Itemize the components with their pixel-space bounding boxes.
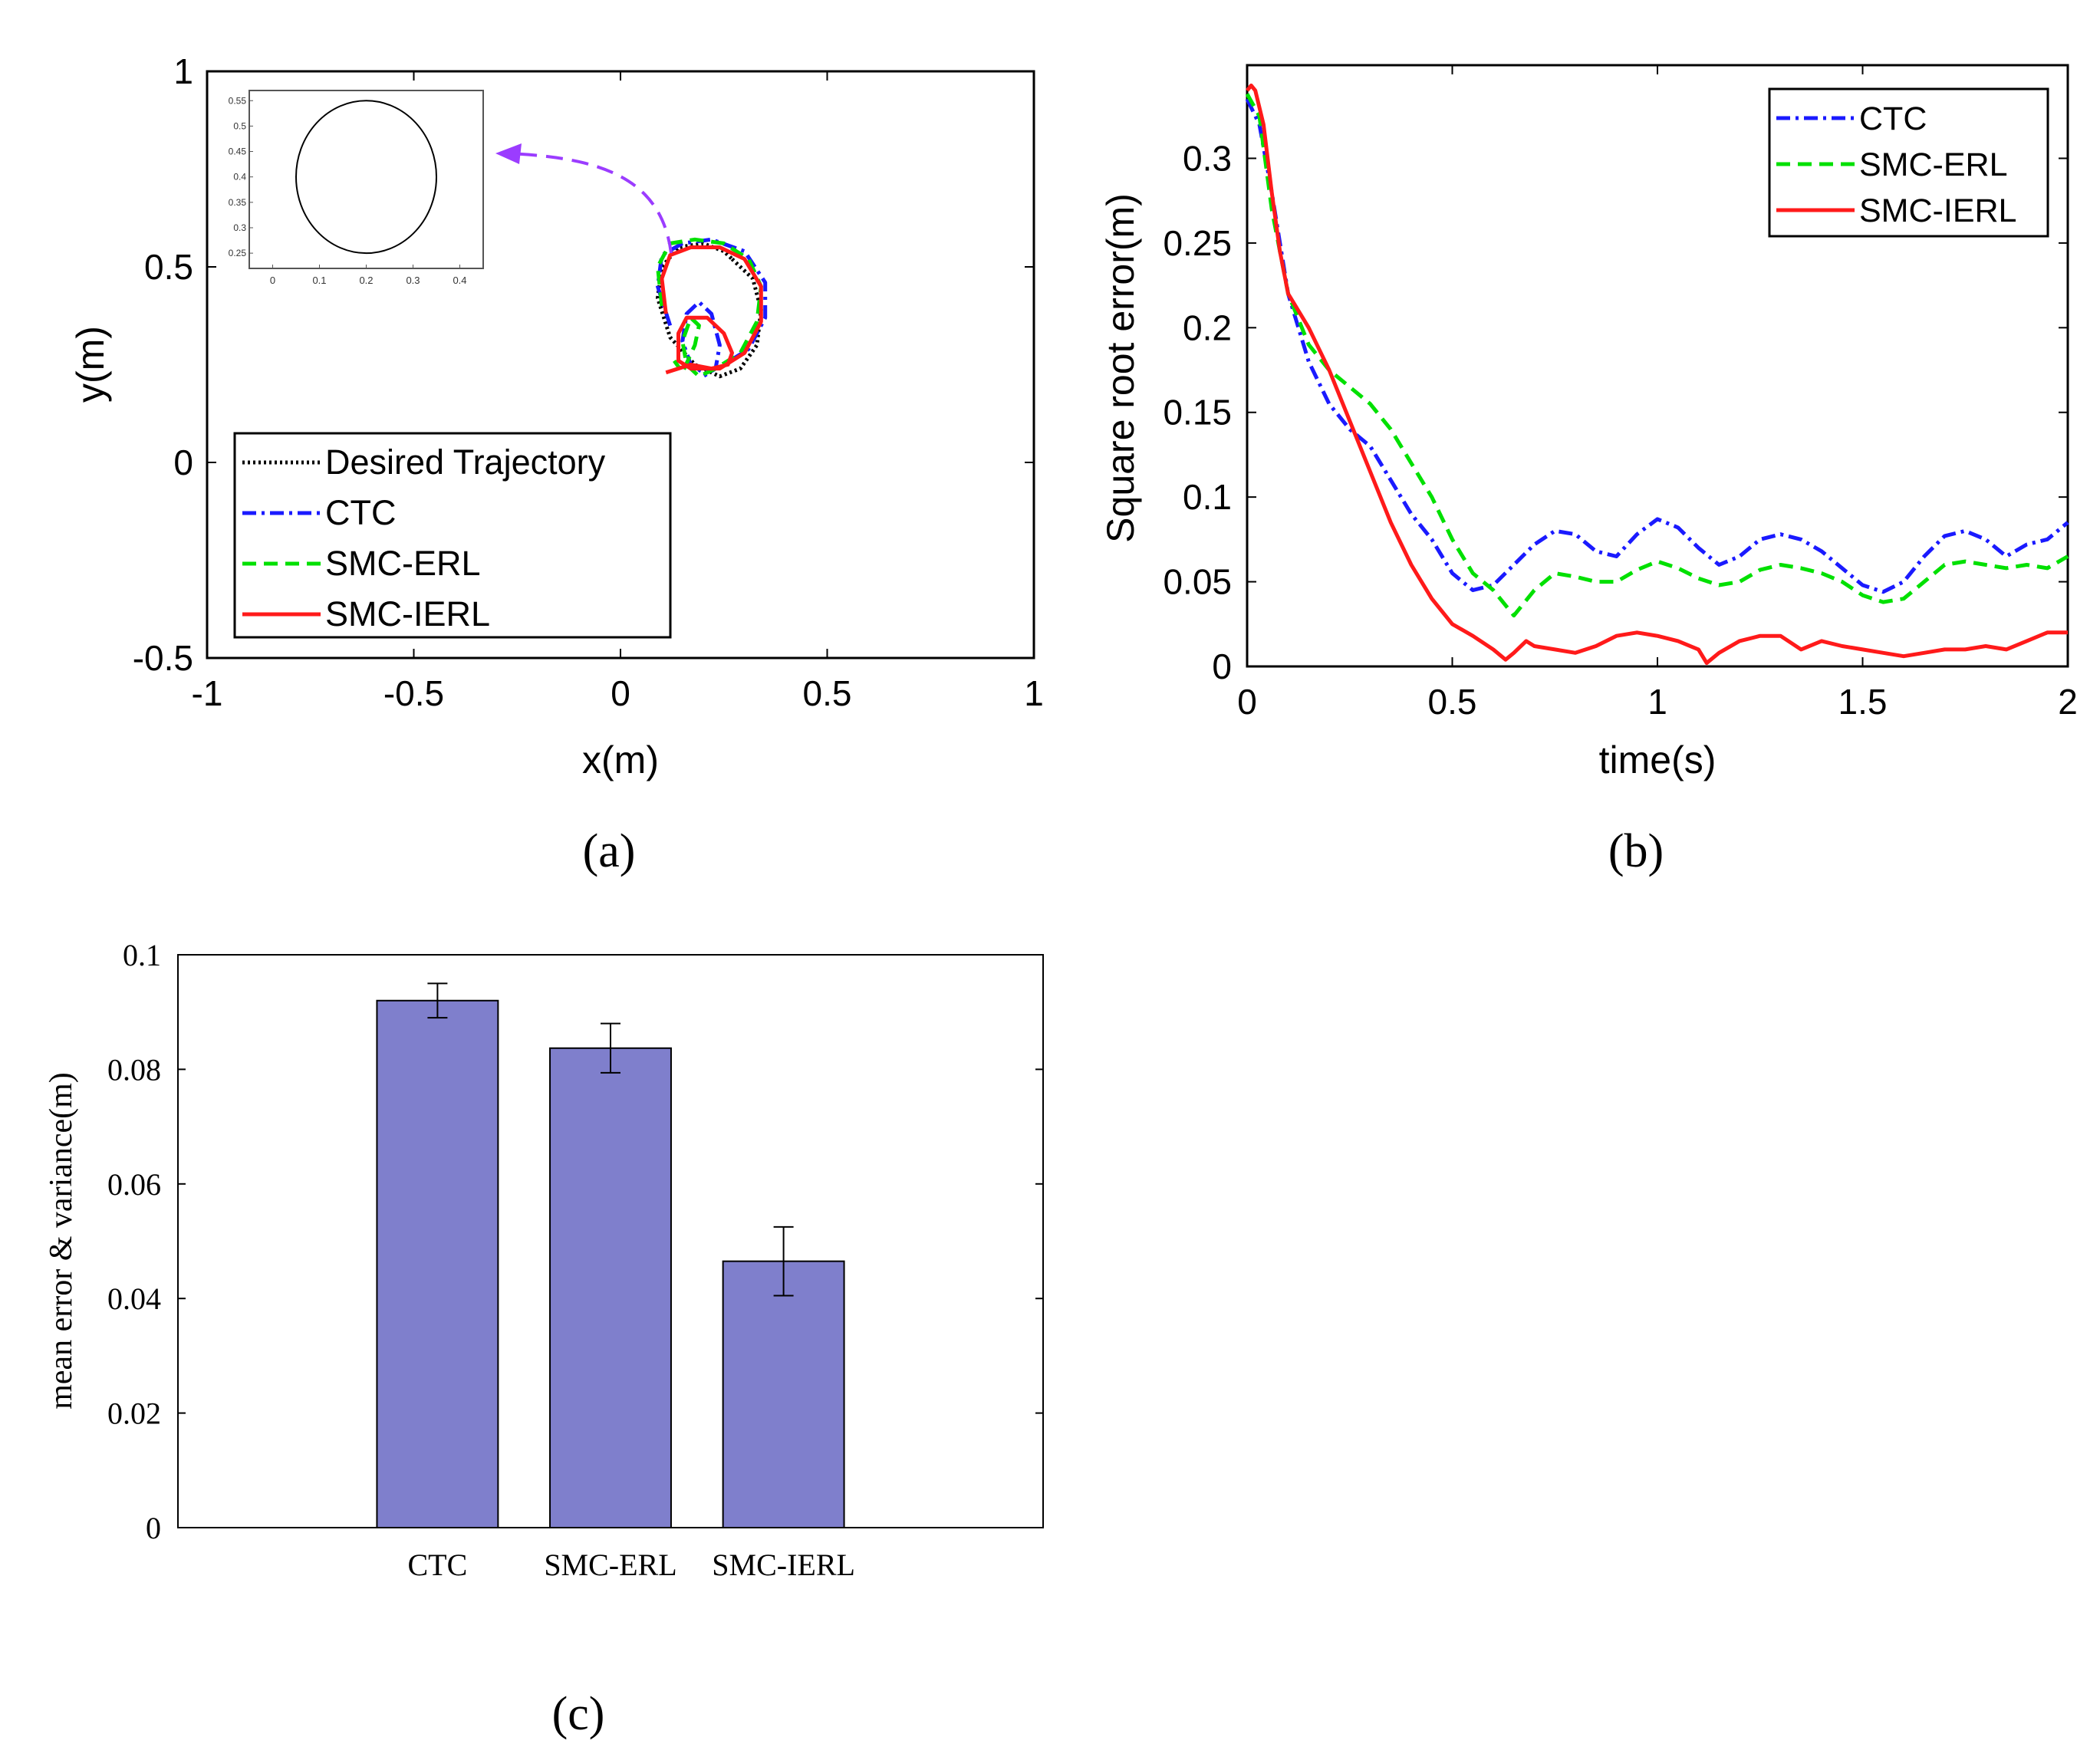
caption-b: (b) (1608, 825, 1664, 877)
plot-b-xtick-label: 1.5 (1838, 682, 1888, 722)
plot-a-ytick-label: 0 (173, 442, 193, 482)
zoom-arrow-head-icon (495, 143, 522, 164)
bar-smc-ierl (722, 1260, 845, 1529)
panel-c-bar: 0 0.02 0.04 0.06 0.08 0.1 CTC SMC-ERL SMC-IERL m… (44, 938, 1044, 1740)
plot-b-ticks: 0 0.5 1 1.5 2 0 0.05 0.1 0.15 0.2 0.25 0.3 (1163, 65, 2078, 722)
inset-ytick-label: 0.3 (233, 222, 246, 233)
bar-smc-erl (549, 1047, 672, 1528)
plot-a-ytick-label: 1 (173, 51, 193, 91)
caption-a: (a) (583, 825, 636, 877)
legend-a-label-desired: Desired Trajectory (325, 442, 606, 482)
plot-a-ylabel: y(m) (69, 326, 112, 403)
plot-b-xtick-label: 1 (1647, 682, 1667, 722)
plot-c-ytick-label: 0.02 (107, 1396, 161, 1431)
legend-b-label-smc-ierl: SMC-IERL (1859, 192, 2016, 229)
plot-b-xlabel: time(s) (1599, 739, 1717, 781)
inset-ytick-label: 0.4 (233, 172, 246, 183)
plot-c-ticks: 0 0.02 0.04 0.06 0.08 0.1 CTC SMC-ERL SMC-IERL (107, 938, 1043, 1582)
inset-xtick-label: 0 (270, 275, 275, 286)
plot-a-ytick-label: 0.5 (144, 247, 193, 287)
bar-ctc (376, 999, 499, 1528)
plot-a-ytick-label: -0.5 (133, 638, 193, 678)
plot-c-ytick-label: 0.06 (107, 1167, 161, 1202)
plot-b-ylabel: Square root error(m) (1099, 193, 1142, 543)
plot-a-ticks: -1 -0.5 0 0.5 1-0.500.51 (133, 51, 1044, 713)
plot-b-xtick-label: 0 (1237, 682, 1257, 722)
inset-frame (249, 90, 484, 269)
plot-c-ytick-label: 0.08 (107, 1052, 161, 1087)
legend-a-label-smc-erl: SMC-ERL (325, 544, 481, 583)
inset-ytick-label: 0.55 (229, 95, 247, 106)
inset-ytick-label: 0.45 (229, 146, 247, 157)
plot-a-xtick-label: 0 (611, 673, 630, 713)
plot-a-xtick-label: 1 (1024, 673, 1044, 713)
plot-c-ylabel: mean error & variance(m) (44, 1072, 79, 1410)
plot-c-category-label: CTC (408, 1548, 468, 1582)
legend-b: CTC SMC-ERL SMC-IERL (1768, 87, 2049, 238)
plot-c-ytick-label: 0.1 (123, 938, 161, 972)
plot-a-series (656, 237, 768, 379)
plot-b-xtick-label: 0.5 (1428, 682, 1477, 722)
inset-xtick-label: 0.3 (406, 275, 420, 286)
inset-ticks: 0 0.1 0.2 0.3 0.4 0.25 0.3 0.35 0.4 0.45 0.5 0.55 (229, 95, 467, 286)
plot-b-ytick-label: 0.15 (1163, 393, 1232, 433)
plot-a-xtick-label: -0.5 (383, 673, 444, 713)
plot-c-bars (376, 982, 845, 1529)
plot-b-series-1 (1245, 93, 2069, 618)
legend-a-box (233, 432, 672, 639)
plot-b-ytick-label: 0 (1212, 646, 1232, 686)
plot-a-xtick-label: 0.5 (803, 673, 852, 713)
plot-c-category-label: SMC-IERL (712, 1548, 855, 1582)
plot-a-series-3 (660, 245, 763, 375)
plot-b-ytick-label: 0.1 (1183, 477, 1232, 517)
inset-ytick-label: 0.35 (229, 197, 247, 208)
plot-b-ytick-label: 0.2 (1183, 308, 1232, 347)
plot-b-ytick-label: 0.25 (1163, 223, 1232, 263)
legend-a-label-ctc: CTC (325, 493, 396, 532)
plot-b-xtick-label: 2 (2058, 682, 2078, 722)
plot-b-series-0 (1245, 98, 2069, 594)
inset-zoom: 0 0.1 0.2 0.3 0.4 0.25 0.3 0.35 0.4 0.45 0.5 0.55 (229, 90, 484, 286)
plot-c-category-label: SMC-ERL (544, 1548, 676, 1582)
legend-b-label-ctc: CTC (1859, 100, 1927, 137)
legend-a: Desired Trajectory CTC SMC-ERL SMC-IERL (233, 432, 672, 639)
caption-c: (c) (552, 1688, 605, 1740)
plot-a-xtick-label: -1 (192, 673, 223, 713)
panel-a-trajectory: -1 -0.5 0 0.5 1-0.500.51 0 0.1 0.2 0.3 0.40.250.… (69, 51, 1044, 877)
legend-a-label-smc-ierl: SMC-IERL (325, 594, 490, 633)
inset-ytick-label: 0.25 (229, 248, 247, 258)
plot-c-ytick-label: 0.04 (107, 1281, 161, 1316)
inset-ytick-label: 0.5 (233, 120, 246, 131)
inset-desired-circle (295, 100, 437, 255)
legend-b-label-smc-erl: SMC-ERL (1859, 146, 2008, 183)
plot-a-xlabel: x(m) (582, 739, 659, 781)
plot-c-ytick-label: 0 (146, 1511, 161, 1545)
zoom-arrow (505, 152, 673, 254)
inset-xtick-label: 0.4 (453, 275, 466, 286)
inset-xtick-label: 0.2 (359, 275, 373, 286)
plot-b-ytick-label: 0.3 (1183, 138, 1232, 178)
plot-b-ytick-label: 0.05 (1163, 562, 1232, 602)
panel-b-error: 0 0.5 1 1.5 2 0 0.05 0.1 0.15 0.2 0.25 0.3 CTC SMC-… (1099, 64, 2078, 877)
plot-b-series (1245, 84, 2069, 666)
plot-b-series-2 (1246, 84, 2068, 666)
inset-xtick-label: 0.1 (312, 275, 326, 286)
